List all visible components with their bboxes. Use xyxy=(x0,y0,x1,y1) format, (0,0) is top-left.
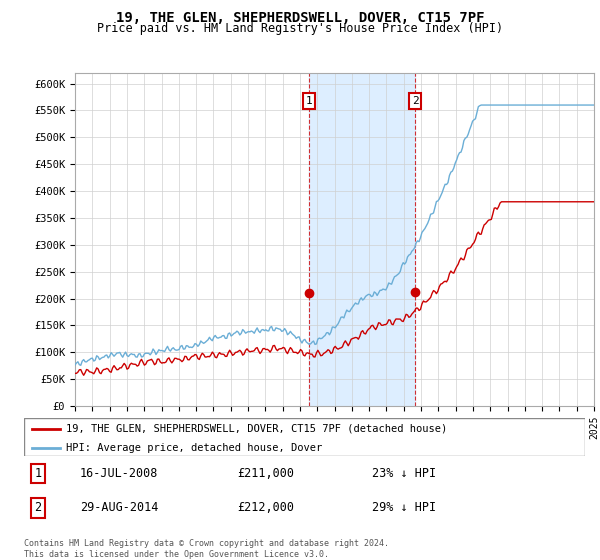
Text: Contains HM Land Registry data © Crown copyright and database right 2024.
This d: Contains HM Land Registry data © Crown c… xyxy=(24,539,389,559)
Bar xyxy=(309,73,415,406)
Text: Price paid vs. HM Land Registry's House Price Index (HPI): Price paid vs. HM Land Registry's House … xyxy=(97,22,503,35)
Text: 19, THE GLEN, SHEPHERDSWELL, DOVER, CT15 7PF (detached house): 19, THE GLEN, SHEPHERDSWELL, DOVER, CT15… xyxy=(66,424,448,434)
Text: 2: 2 xyxy=(34,501,41,514)
Text: 29% ↓ HPI: 29% ↓ HPI xyxy=(372,501,436,514)
Text: £211,000: £211,000 xyxy=(237,467,294,480)
Text: 1: 1 xyxy=(34,467,41,480)
Text: 19, THE GLEN, SHEPHERDSWELL, DOVER, CT15 7PF: 19, THE GLEN, SHEPHERDSWELL, DOVER, CT15… xyxy=(116,11,484,25)
Text: 23% ↓ HPI: 23% ↓ HPI xyxy=(372,467,436,480)
Text: HPI: Average price, detached house, Dover: HPI: Average price, detached house, Dove… xyxy=(66,443,322,453)
Text: 29-AUG-2014: 29-AUG-2014 xyxy=(80,501,158,514)
Text: 16-JUL-2008: 16-JUL-2008 xyxy=(80,467,158,480)
Text: 2: 2 xyxy=(412,96,418,106)
Text: 1: 1 xyxy=(306,96,313,106)
Text: £212,000: £212,000 xyxy=(237,501,294,514)
